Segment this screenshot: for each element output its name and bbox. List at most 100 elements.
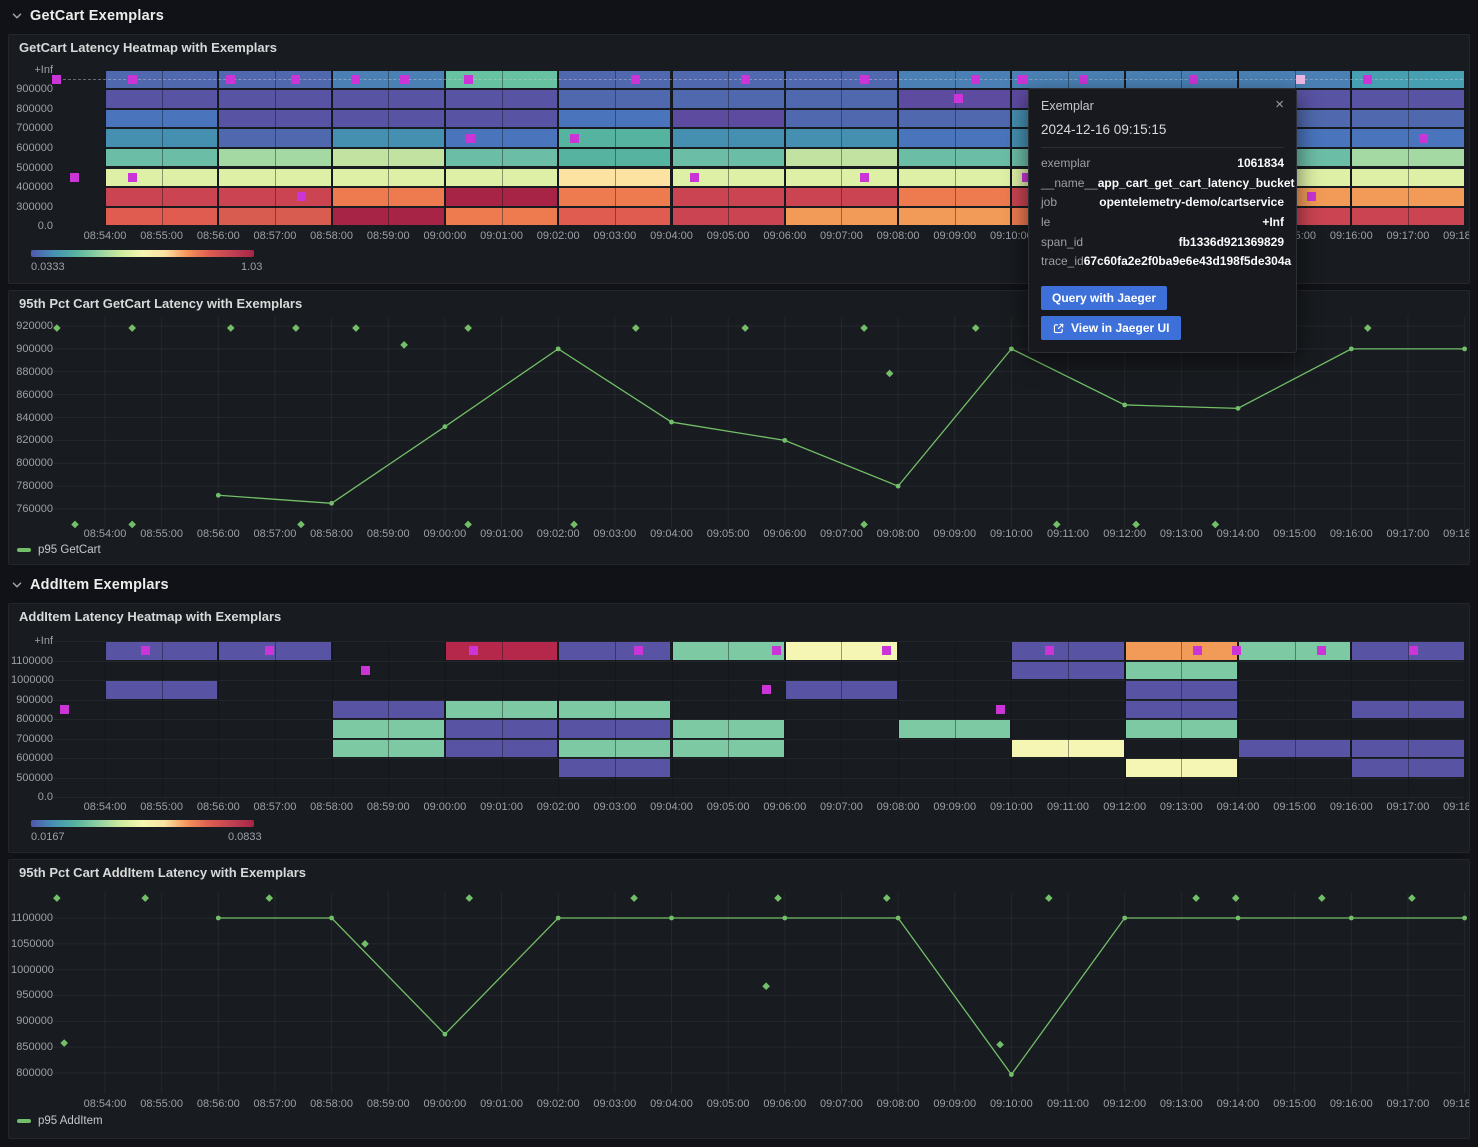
data-point[interactable] — [1122, 402, 1128, 408]
data-point[interactable] — [1462, 346, 1467, 352]
panel-title[interactable]: AddItem Latency Heatmap with Exemplars — [19, 609, 282, 624]
exemplar-marker[interactable] — [127, 172, 137, 182]
exemplar-marker[interactable] — [468, 646, 478, 656]
exemplar-diamond[interactable] — [1408, 894, 1416, 902]
exemplar-marker[interactable] — [631, 74, 641, 84]
close-icon[interactable]: × — [1275, 96, 1284, 113]
exemplar-diamond[interactable] — [361, 940, 369, 948]
exemplar-marker[interactable] — [59, 704, 69, 714]
exemplar-diamond[interactable] — [265, 894, 274, 902]
data-point[interactable] — [895, 483, 901, 489]
exemplar-diamond[interactable] — [885, 369, 894, 378]
exemplar-marker[interactable] — [1079, 74, 1089, 84]
data-point[interactable] — [1122, 915, 1128, 921]
section-header-getcart-exemplars[interactable]: GetCart Exemplars — [0, 2, 1478, 30]
exemplar-diamond[interactable] — [128, 324, 137, 332]
data-point[interactable] — [329, 915, 334, 921]
exemplar-diamond[interactable] — [1363, 324, 1372, 332]
exemplar-diamond[interactable] — [141, 894, 150, 902]
panel-title[interactable]: GetCart Latency Heatmap with Exemplars — [19, 40, 277, 55]
exemplar-marker[interactable] — [762, 685, 772, 695]
data-point[interactable] — [1348, 346, 1354, 352]
exemplar-diamond[interactable] — [570, 520, 578, 529]
exemplar-diamond[interactable] — [53, 894, 61, 902]
exemplar-diamond[interactable] — [741, 324, 749, 332]
exemplar-diamond[interactable] — [60, 1039, 69, 1047]
additem-latency-plot[interactable]: 1100000 1050000 1000000 950000 900000 850000 8… — [9, 860, 1469, 1138]
exemplar-diamond[interactable] — [1044, 894, 1053, 902]
exemplar-diamond[interactable] — [465, 894, 474, 902]
exemplar-marker[interactable] — [954, 94, 964, 104]
exemplar-marker[interactable] — [1017, 74, 1027, 84]
exemplar-marker[interactable] — [1409, 646, 1419, 656]
data-point[interactable] — [442, 424, 448, 430]
exemplar-marker[interactable] — [689, 172, 699, 182]
exemplar-marker[interactable] — [859, 74, 869, 84]
exemplar-marker[interactable] — [1232, 646, 1242, 656]
data-point[interactable] — [782, 915, 788, 921]
legend-item[interactable]: p95 AddItem — [17, 1115, 103, 1127]
exemplar-marker[interactable] — [971, 74, 981, 84]
exemplar-marker[interactable] — [140, 646, 150, 656]
exemplar-diamond[interactable] — [226, 324, 235, 332]
data-point[interactable] — [1235, 915, 1241, 921]
exemplar-marker[interactable] — [360, 665, 370, 675]
exemplar-marker[interactable] — [52, 74, 62, 84]
exemplar-diamond[interactable] — [53, 324, 61, 332]
exemplar-diamond[interactable] — [464, 324, 472, 332]
exemplar-marker[interactable] — [463, 74, 473, 84]
exemplar-marker[interactable] — [351, 74, 361, 84]
panel-title[interactable]: 95th Pct Cart GetCart Latency with Exemp… — [19, 296, 303, 311]
exemplar-diamond[interactable] — [1318, 894, 1326, 902]
exemplar-diamond[interactable] — [996, 1040, 1004, 1049]
exemplar-diamond[interactable] — [297, 520, 305, 529]
data-point[interactable] — [1009, 1072, 1014, 1077]
exemplar-diamond[interactable] — [762, 982, 770, 991]
data-point[interactable] — [669, 915, 674, 921]
exemplar-diamond[interactable] — [400, 341, 408, 349]
exemplar-diamond[interactable] — [860, 520, 868, 529]
exemplar-marker[interactable] — [634, 646, 644, 656]
exemplar-marker[interactable] — [1021, 172, 1031, 182]
data-point[interactable] — [442, 1031, 448, 1037]
exemplar-marker[interactable] — [1045, 646, 1055, 656]
exemplar-diamond[interactable] — [352, 324, 360, 332]
exemplar-marker[interactable] — [291, 74, 301, 84]
exemplar-diamond[interactable] — [971, 324, 980, 332]
exemplar-diamond[interactable] — [630, 894, 638, 902]
view-in-jaeger-ui-button[interactable]: View in Jaeger UI — [1041, 316, 1181, 341]
exemplar-marker[interactable] — [70, 172, 80, 182]
getcart-latency-plot[interactable]: 920000 900000 880000 860000 840000 820000 8000… — [9, 291, 1469, 564]
exemplar-marker[interactable] — [226, 74, 236, 84]
data-point[interactable] — [215, 492, 221, 498]
exemplar-diamond[interactable] — [860, 324, 868, 332]
exemplar-marker[interactable] — [1363, 74, 1373, 84]
exemplar-marker[interactable] — [1192, 646, 1202, 656]
panel-title[interactable]: 95th Pct Cart AddItem Latency with Exemp… — [19, 865, 307, 880]
exemplar-marker[interactable] — [1419, 133, 1429, 143]
exemplar-marker[interactable] — [1296, 74, 1306, 84]
exemplar-marker[interactable] — [859, 172, 869, 182]
exemplar-diamond[interactable] — [631, 324, 640, 332]
exemplar-diamond[interactable] — [292, 324, 300, 332]
exemplar-diamond[interactable] — [1192, 894, 1200, 902]
exemplar-diamond[interactable] — [774, 894, 782, 902]
data-point[interactable] — [895, 915, 901, 921]
exemplar-marker[interactable] — [264, 646, 274, 656]
exemplar-marker[interactable] — [399, 74, 409, 84]
exemplar-marker[interactable] — [569, 133, 579, 143]
legend-item[interactable]: p95 GetCart — [17, 544, 101, 556]
exemplar-marker[interactable] — [995, 704, 1005, 714]
data-point[interactable] — [1235, 405, 1241, 411]
query-with-jaeger-button[interactable]: Query with Jaeger — [1041, 286, 1168, 311]
data-point[interactable] — [1462, 915, 1467, 921]
exemplar-marker[interactable] — [882, 646, 892, 656]
exemplar-marker[interactable] — [1189, 74, 1199, 84]
exemplar-marker[interactable] — [772, 646, 782, 656]
data-point[interactable] — [1009, 346, 1014, 352]
additem-heatmap-plot[interactable]: +Inf 1100000 1000000 900000 800000 700000 6000… — [9, 604, 1469, 852]
exemplar-diamond[interactable] — [882, 894, 891, 902]
data-point[interactable] — [329, 500, 334, 506]
exemplar-marker[interactable] — [740, 74, 750, 84]
exemplar-marker[interactable] — [1307, 192, 1317, 202]
